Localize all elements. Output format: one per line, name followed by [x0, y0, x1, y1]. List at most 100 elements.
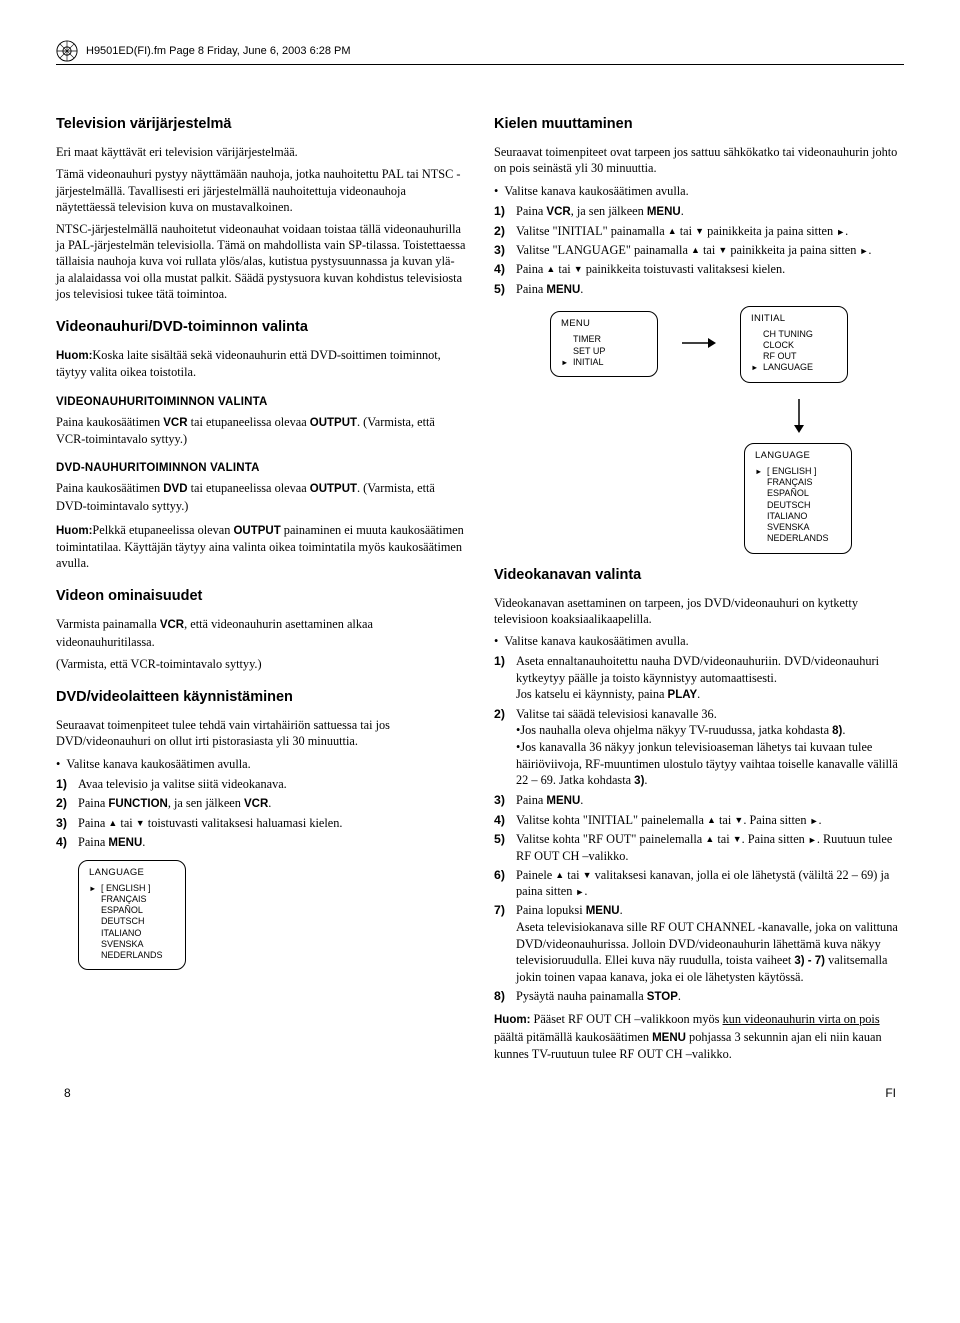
header-text: H9501ED(FI).fm Page 8 Friday, June 6, 20…	[86, 45, 351, 57]
triangle-up-icon	[691, 243, 700, 257]
triangle-down-icon	[734, 813, 743, 827]
tv-p2: Tämä videonauhuri pystyy näyttämään nauh…	[56, 166, 466, 215]
vc-p1: Videokanavan asettaminen on tarpeen, jos…	[494, 595, 904, 627]
heading-dvd-mode: DVD-NAUHURITOIMINNON VALINTA	[56, 461, 466, 476]
heading-vcr-mode: VIDEONAUHURITOIMINNON VALINTA	[56, 395, 466, 410]
dvdmode-p: Paina kaukosäätimen DVD tai etupaneeliss…	[56, 480, 466, 513]
menu-line: DEUTSCH	[755, 500, 841, 511]
menu-box-main: MENU TIMER SET UP INITIAL	[550, 311, 658, 377]
menu-line: ESPAÑOL	[89, 905, 175, 916]
note-body: Koska laite sisältää sekä videonauhurin …	[56, 348, 441, 379]
menu-line: LANGUAGE	[751, 362, 837, 373]
triangle-down-icon	[733, 832, 742, 846]
language-menu-box: LANGUAGE [ ENGLISH ] FRANÇAIS ESPAÑOL DE…	[78, 860, 186, 971]
list-item: 3)Valitse "LANGUAGE" painamalla tai pain…	[494, 242, 904, 258]
menu-line: FRANÇAIS	[755, 477, 841, 488]
list-item: 4)Paina MENU.	[56, 834, 466, 851]
triangle-right-icon	[836, 224, 845, 238]
page-footer: 8 FI	[56, 1086, 904, 1100]
heading-video-channel: Videokanavan valinta	[494, 566, 904, 585]
list-item: 1)Avaa televisio ja valitse siitä videok…	[56, 776, 466, 792]
menu-line: TIMER	[561, 334, 647, 345]
arrow-right-icon	[682, 331, 716, 357]
menu-line: INITIAL	[561, 357, 647, 368]
menu-line: NEDERLANDS	[755, 533, 841, 544]
vf-p1: Varmista painamalla VCR, että videonauhu…	[56, 616, 466, 649]
menu-box-initial: INITIAL CH TUNING CLOCK RF OUT LANGUAGE	[740, 306, 848, 383]
right-column: Kielen muuttaminen Seuraavat toimenpitee…	[494, 115, 904, 1068]
heading-change-language: Kielen muuttaminen	[494, 115, 904, 134]
vc-bullet: Valitse kanava kaukosäätimen avulla.	[494, 633, 904, 649]
triangle-down-icon	[695, 224, 704, 238]
note-2: Huom:Pelkkä etupaneelissa olevan OUTPUT …	[56, 522, 466, 572]
lang-bullet: Valitse kanava kaukosäätimen avulla.	[494, 183, 904, 199]
list-item: 8)Pysäytä nauha painamalla STOP.	[494, 988, 904, 1005]
heading-start-device: DVD/videolaitteen käynnistäminen	[56, 688, 466, 707]
triangle-up-icon	[707, 813, 716, 827]
triangle-right-icon	[810, 813, 819, 827]
tv-p1: Eri maat käyttävät eri television värijä…	[56, 144, 466, 160]
triangle-right-icon	[808, 832, 817, 846]
note-label: Huom:	[494, 1014, 530, 1026]
triangle-down-icon	[136, 816, 145, 830]
menu-line: [ ENGLISH ]	[89, 883, 175, 894]
menu-line: [ ENGLISH ]	[755, 466, 841, 477]
page-number: 8	[64, 1086, 71, 1100]
left-column: Television värijärjestelmä Eri maat käyt…	[56, 115, 466, 1068]
vc-steps: 1)Aseta ennaltanauhoitettu nauha DVD/vid…	[494, 653, 904, 1005]
triangle-down-icon	[718, 243, 727, 257]
triangle-up-icon	[555, 868, 564, 882]
list-item: 5)Paina MENU.	[494, 281, 904, 298]
menu-line: CLOCK	[751, 340, 837, 351]
menu-line: ITALIANO	[755, 511, 841, 522]
triangle-up-icon	[108, 816, 117, 830]
language-menu-box: LANGUAGE [ ENGLISH ] FRANÇAIS ESPAÑOL DE…	[744, 443, 852, 554]
menu-title: MENU	[561, 318, 647, 330]
menu-line: ESPAÑOL	[755, 488, 841, 499]
menu-line: NEDERLANDS	[89, 950, 175, 961]
page-lang: FI	[885, 1086, 896, 1100]
note-1: Huom:Koska laite sisältää sekä videonauh…	[56, 347, 466, 380]
list-item: 3)Paina tai toistuvasti valitaksesi halu…	[56, 815, 466, 831]
list-item: 6)Painele tai valitaksesi kanavan, jolla…	[494, 867, 904, 899]
triangle-up-icon	[668, 224, 677, 238]
triangle-up-icon	[546, 262, 555, 276]
heading-video-features: Videon ominaisuudet	[56, 587, 466, 606]
vf-p2: (Varmista, että VCR-toimintavalo syttyy.…	[56, 656, 466, 672]
triangle-down-icon	[583, 868, 592, 882]
tv-p3: NTSC-järjestelmällä nauhoitetut videonau…	[56, 221, 466, 302]
framemaker-icon	[56, 40, 78, 62]
note-label: Huom:	[56, 350, 92, 362]
list-item: 4)Paina tai painikkeita toistuvasti vali…	[494, 261, 904, 277]
menu-line: CH TUNING	[751, 329, 837, 340]
note-label: Huom:	[56, 525, 92, 537]
lang-p1: Seuraavat toimenpiteet ovat tarpeen jos …	[494, 144, 904, 176]
arrow-down-icon	[792, 399, 806, 437]
menu-line: SET UP	[561, 346, 647, 357]
triangle-down-icon	[574, 262, 583, 276]
lang-steps: 1)Paina VCR, ja sen jälkeen MENU. 2)Vali…	[494, 203, 904, 298]
start-p1: Seuraavat toimenpiteet tulee tehdä vain …	[56, 717, 466, 749]
list-item: 3)Paina MENU.	[494, 792, 904, 809]
list-item: 2)Paina FUNCTION, ja sen jälkeen VCR.	[56, 795, 466, 812]
list-item: 2)Valitse "INITIAL" painamalla tai paini…	[494, 223, 904, 239]
list-item: 2)Valitse tai säädä televisiosi kanavall…	[494, 706, 904, 789]
menu-line: ITALIANO	[89, 928, 175, 939]
page: H9501ED(FI).fm Page 8 Friday, June 6, 20…	[0, 0, 960, 1124]
list-item: 5)Valitse kohta "RF OUT" painelemalla ta…	[494, 831, 904, 863]
header-rule	[56, 64, 904, 65]
list-item: 7)Paina lopuksi MENU.Aseta televisiokana…	[494, 902, 904, 985]
note-3: Huom: Pääset RF OUT CH –valikkoon myös k…	[494, 1011, 904, 1062]
menu-title: LANGUAGE	[89, 867, 175, 879]
triangle-right-icon	[575, 884, 584, 898]
list-item: 4)Valitse kohta "INITIAL" painelemalla t…	[494, 812, 904, 828]
triangle-up-icon	[705, 832, 714, 846]
menu-title: INITIAL	[751, 313, 837, 325]
start-steps: 1)Avaa televisio ja valitse siitä videok…	[56, 776, 466, 852]
menu-line: DEUTSCH	[89, 916, 175, 927]
menu-line: FRANÇAIS	[89, 894, 175, 905]
menu-line: SVENSKA	[755, 522, 841, 533]
start-bullet: Valitse kanava kaukosäätimen avulla.	[56, 756, 466, 772]
vcrmode-p: Paina kaukosäätimen VCR tai etupaneeliss…	[56, 414, 466, 447]
menu-line: SVENSKA	[89, 939, 175, 950]
